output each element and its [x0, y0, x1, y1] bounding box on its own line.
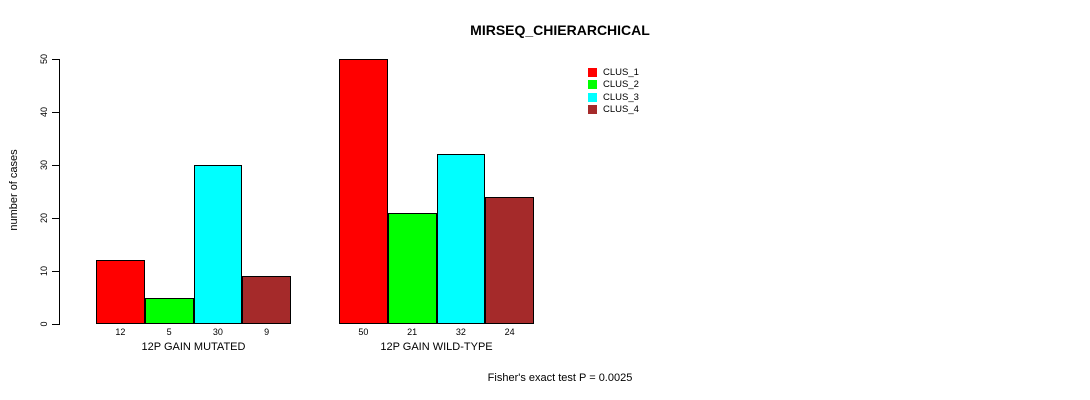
y-tick-mark: [52, 165, 59, 166]
bar-clus_3-1: [193, 165, 243, 324]
legend-item-clus_3: CLUS_3: [588, 91, 639, 103]
legend-item-clus_4: CLUS_4: [588, 104, 639, 116]
bar-clus_3-2: [436, 154, 486, 324]
bar-value-label: 5: [166, 327, 172, 337]
y-tick-mark: [52, 271, 59, 272]
bar-value-label: 21: [407, 327, 418, 337]
y-tick-mark: [52, 324, 59, 325]
y-tick-label: 40: [39, 106, 49, 118]
legend-swatch: [588, 92, 597, 102]
bar-value-label: 30: [212, 327, 223, 337]
bar-value-label: 24: [504, 327, 515, 337]
chart-title: MIRSEQ_CHIERARCHICAL: [470, 22, 650, 38]
legend-label: CLUS_2: [603, 79, 639, 90]
y-axis-line: [59, 59, 60, 325]
bar-value-label: 32: [455, 327, 466, 337]
legend-item-clus_2: CLUS_2: [588, 79, 639, 91]
y-tick-mark: [52, 59, 59, 60]
legend-swatch: [588, 67, 597, 77]
y-tick-mark: [52, 112, 59, 113]
bar-clus_2-2: [387, 212, 437, 324]
bar-clus_1-1: [96, 260, 145, 324]
legend-item-clus_1: CLUS_1: [588, 66, 639, 78]
bar-clus_2-1: [144, 297, 194, 324]
y-tick-label: 20: [39, 212, 49, 224]
category-label: 12P GAIN MUTATED: [141, 341, 246, 353]
legend: CLUS_1 CLUS_2 CLUS_3 CLUS_4: [588, 66, 639, 116]
y-tick-label: 0: [39, 321, 49, 327]
y-axis-label: number of cases: [8, 149, 20, 231]
bar-value-label: 50: [358, 327, 369, 337]
bar-value-label: 12: [115, 327, 126, 337]
bar-clus_4-2: [485, 196, 534, 324]
y-tick-label: 10: [39, 265, 49, 277]
legend-swatch: [588, 80, 597, 89]
category-label: 12P GAIN WILD-TYPE: [380, 341, 493, 353]
annotation-text: Fisher's exact test P = 0.0025: [487, 372, 633, 384]
legend-label: CLUS_1: [603, 66, 639, 78]
y-tick-mark: [52, 218, 59, 219]
y-tick-label: 30: [39, 159, 49, 171]
bar-value-label: 9: [264, 327, 270, 337]
bar-clus_1-2: [339, 59, 388, 324]
bar-clus_4-1: [242, 276, 291, 324]
legend-swatch: [588, 105, 597, 114]
legend-label: CLUS_3: [603, 91, 639, 103]
y-tick-label: 50: [39, 53, 49, 65]
legend-label: CLUS_4: [603, 104, 639, 115]
